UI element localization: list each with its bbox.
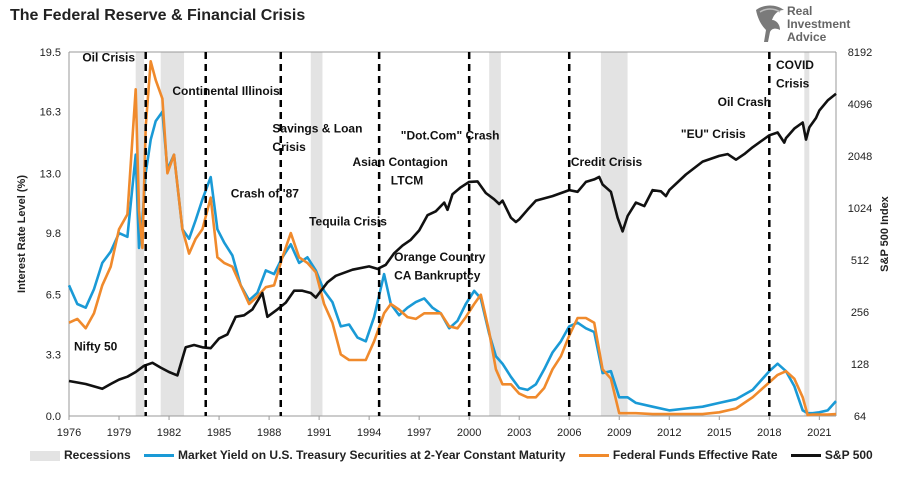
legend-item-recessions: Recessions <box>30 448 131 462</box>
annotation-1: Continental Illinois <box>172 84 280 98</box>
y-left-tick-label-6: 19.5 <box>40 47 61 59</box>
legend-label-sp500: S&P 500 <box>824 448 873 462</box>
legend-swatch-fedfunds <box>578 454 609 458</box>
x-tick-label-3: 1985 <box>207 427 231 439</box>
x-tick-label-0: 1976 <box>57 427 81 439</box>
x-tick-label-13: 2015 <box>707 427 731 439</box>
x-tick-label-5: 1991 <box>307 427 331 439</box>
annotation-11: Crisis <box>776 76 810 90</box>
legend-swatch-recessions <box>30 450 60 461</box>
legend: Recessions Market Yield on U.S. Treasury… <box>30 448 883 462</box>
brand-logo: Real Investment Advice <box>754 2 894 46</box>
legend-swatch-treasury <box>144 454 175 458</box>
series-line-fed-funds <box>68 59 837 417</box>
logo-line-1: Real <box>787 4 813 18</box>
legend-label-treasury: Market Yield on U.S. Treasury Securities… <box>178 448 566 462</box>
annotation-3: Crisis <box>272 140 306 154</box>
series-line-sp500 <box>68 92 837 391</box>
y-right-tick-label-6: 4096 <box>848 99 872 111</box>
y-left-tick-label-5: 16.3 <box>40 107 61 119</box>
legend-label-recessions: Recessions <box>64 448 131 462</box>
x-tick-label-11: 2009 <box>607 427 631 439</box>
y-right-tick-label-3: 512 <box>851 255 869 267</box>
y-right-tick-label-2: 256 <box>851 307 869 319</box>
x-tick-label-8: 2000 <box>457 427 481 439</box>
x-tick-label-9: 2003 <box>507 427 531 439</box>
annotation-15: CA Bankruptcy <box>394 269 481 283</box>
y-axis-left-label: Interest Rate Level (%) <box>16 175 28 293</box>
annotation-10: COVID <box>776 58 814 72</box>
annotation-9: Oil Crash <box>718 95 771 109</box>
x-tick-label-14: 2018 <box>757 427 781 439</box>
y-right-tick-label-5: 2048 <box>848 151 872 163</box>
legend-item-treasury: Market Yield on U.S. Treasury Securities… <box>144 448 566 462</box>
y-right-tick-label-4: 1024 <box>848 203 872 215</box>
x-tick-label-6: 1994 <box>357 427 381 439</box>
annotation-13: Tequila Crisis <box>309 215 387 229</box>
legend-label-fedfunds: Federal Funds Effective Rate <box>612 448 778 462</box>
chart-title: The Federal Reserve & Financial Crisis <box>10 7 306 24</box>
x-tick-label-7: 1997 <box>407 427 431 439</box>
y-left-tick-label-3: 9.8 <box>46 228 61 240</box>
eagle-logo-icon <box>756 5 784 42</box>
legend-swatch-sp500 <box>790 454 821 458</box>
recession-band-2 <box>310 52 323 416</box>
annotation-2: Savings & Loan <box>272 121 362 135</box>
y-right-tick-label-0: 64 <box>854 411 866 423</box>
annotation-7: Credit Crisis <box>571 155 643 169</box>
annotation-0: Oil Crisis <box>82 50 135 64</box>
annotation-8: "EU" Crisis <box>681 127 746 141</box>
annotation-6: LTCM <box>391 174 423 188</box>
x-tick-label-4: 1988 <box>257 427 281 439</box>
x-tick-label-15: 2021 <box>807 427 831 439</box>
annotation-14: Orange Country <box>394 250 486 264</box>
x-tick-label-12: 2012 <box>657 427 681 439</box>
y-axis-right-label: S&P 500 Index <box>879 195 891 271</box>
y-left-tick-label-4: 13.0 <box>40 168 61 180</box>
y-left-tick-label-0: 0.0 <box>46 411 61 423</box>
recession-band-3 <box>489 52 501 416</box>
y-left-tick-label-2: 6.5 <box>46 290 61 302</box>
annotation-4: "Dot.Com" Crash <box>401 129 500 143</box>
y-right-tick-label-1: 128 <box>851 359 869 371</box>
logo-line-3: Advice <box>787 30 827 44</box>
annotation-16: Nifty 50 <box>74 340 118 354</box>
annotation-5: Asian Contagion <box>352 155 447 169</box>
x-tick-label-10: 2006 <box>557 427 581 439</box>
legend-item-fedfunds: Federal Funds Effective Rate <box>578 448 778 462</box>
logo-line-2: Investment <box>787 17 851 31</box>
y-left-tick-label-1: 3.3 <box>46 349 61 361</box>
legend-item-sp500: S&P 500 <box>790 448 873 462</box>
y-right-tick-label-7: 8192 <box>848 47 872 59</box>
recession-band-4 <box>600 52 628 416</box>
annotation-12: Crash of '87 <box>231 187 300 201</box>
recession-band-5 <box>804 52 810 416</box>
x-tick-label-2: 1982 <box>157 427 181 439</box>
x-tick-label-1: 1979 <box>107 427 131 439</box>
